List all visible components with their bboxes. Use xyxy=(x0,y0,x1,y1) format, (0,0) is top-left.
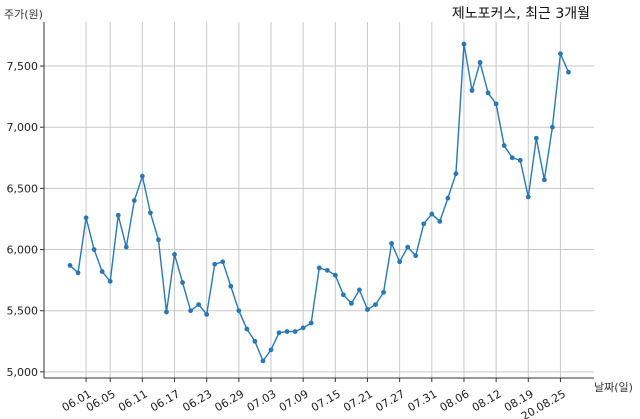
data-point xyxy=(429,211,435,217)
axes xyxy=(40,22,594,382)
data-point xyxy=(115,212,121,218)
data-point xyxy=(172,252,177,257)
x-tick-label: 08.12 xyxy=(470,387,504,414)
data-point xyxy=(139,173,145,179)
data-point xyxy=(566,69,571,75)
data-point xyxy=(381,289,386,295)
data-point xyxy=(204,311,210,317)
y-tick-label: 5,000 xyxy=(7,366,39,379)
data-point xyxy=(164,309,169,315)
data-point xyxy=(517,157,523,163)
data-point xyxy=(373,302,378,307)
data-point xyxy=(260,358,266,364)
data-point xyxy=(123,244,129,250)
data-point xyxy=(469,88,475,93)
x-tick-label: 07.15 xyxy=(309,387,343,414)
data-point xyxy=(349,300,354,306)
x-tick-label: 07.21 xyxy=(341,387,375,414)
data-point xyxy=(405,244,411,250)
data-point xyxy=(67,263,73,268)
data-point xyxy=(365,307,370,312)
x-tick-label: 07.09 xyxy=(277,387,311,414)
data-point xyxy=(148,210,153,216)
data-point xyxy=(308,320,314,326)
data-point xyxy=(99,269,105,274)
data-point xyxy=(389,241,394,246)
data-point xyxy=(477,59,483,65)
data-point xyxy=(445,195,451,201)
x-tick-label: 07.03 xyxy=(245,387,279,414)
x-axis-ticks: 06.0106.0506.1106.1706.2306.2907.0307.09… xyxy=(60,387,568,419)
x-tick-label: 07.31 xyxy=(406,387,440,414)
x-tick-label: 06.29 xyxy=(213,387,247,414)
data-point xyxy=(525,194,531,200)
data-point xyxy=(292,329,298,334)
data-point xyxy=(332,272,338,278)
data-point xyxy=(300,325,306,331)
x-tick-label: 06.23 xyxy=(180,387,214,414)
data-point xyxy=(509,155,515,161)
x-tick-label: 06.17 xyxy=(148,387,182,414)
data-point xyxy=(188,308,194,314)
data-point xyxy=(437,219,443,224)
data-point xyxy=(180,280,185,285)
y-tick-label: 5,500 xyxy=(7,305,39,318)
data-point xyxy=(550,124,555,130)
data-point xyxy=(268,347,274,353)
y-tick-label: 7,500 xyxy=(7,60,39,73)
data-point xyxy=(324,267,330,273)
data-point xyxy=(461,41,467,47)
data-point xyxy=(485,90,491,96)
x-axis-label: 날짜(일) xyxy=(594,380,633,394)
data-point xyxy=(276,330,282,336)
data-point xyxy=(453,171,459,177)
y-tick-label: 6,500 xyxy=(7,182,39,195)
data-point xyxy=(284,329,290,334)
y-axis-label: 주가(원) xyxy=(4,8,43,21)
data-point xyxy=(107,278,113,284)
x-tick-label: 07.27 xyxy=(373,387,407,414)
y-tick-label: 6,000 xyxy=(7,244,39,257)
data-point xyxy=(196,302,202,307)
y-axis-ticks: 5,000 5,500 6,000 6,500 7,000 7,500 xyxy=(7,60,39,379)
data-point xyxy=(558,51,563,57)
data-point xyxy=(131,198,137,204)
series-points xyxy=(67,41,571,364)
y-tick-label: 7,000 xyxy=(7,121,39,134)
chart-title: 제노포커스, 최근 3개월 xyxy=(452,6,590,22)
grid xyxy=(44,22,594,378)
data-point xyxy=(397,259,403,265)
data-point xyxy=(75,270,81,276)
data-point xyxy=(244,326,250,332)
data-point xyxy=(252,338,258,344)
data-point xyxy=(83,215,89,221)
data-point xyxy=(533,135,539,141)
x-tick-label: 08.06 xyxy=(438,387,472,414)
data-point xyxy=(91,247,97,252)
data-point xyxy=(493,101,499,107)
data-point xyxy=(357,287,362,293)
series-line xyxy=(69,43,570,363)
data-point xyxy=(421,221,427,227)
data-point xyxy=(220,259,226,265)
data-point xyxy=(316,265,322,271)
data-point xyxy=(541,177,547,183)
data-point xyxy=(413,253,419,259)
data-point xyxy=(228,283,234,289)
data-point xyxy=(212,261,218,267)
data-point xyxy=(340,292,346,298)
x-tick-label: 06.11 xyxy=(116,387,150,414)
data-point xyxy=(501,143,507,148)
data-point xyxy=(236,308,242,314)
data-point xyxy=(156,237,161,243)
